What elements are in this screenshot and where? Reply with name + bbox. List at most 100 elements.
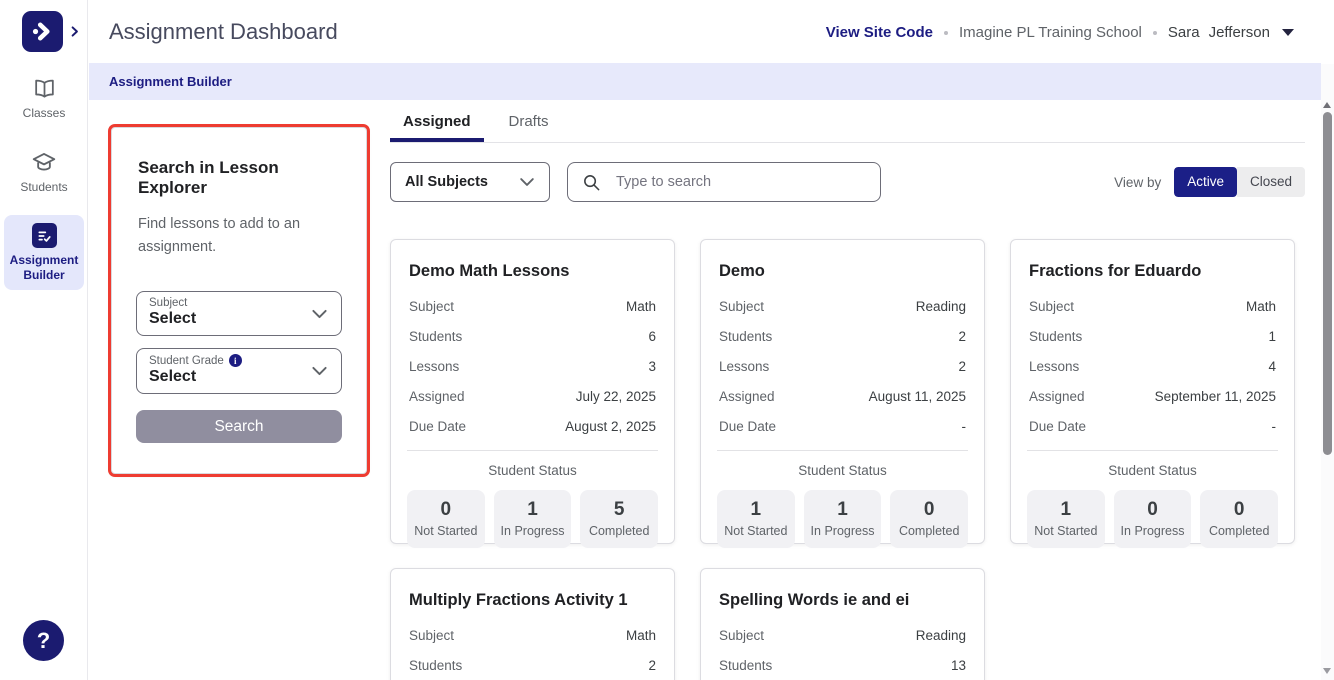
sidebar-item-classes[interactable]: Classes <box>4 68 84 128</box>
student-status-row: 1 Not Started 1 In Progress 0 Completed <box>717 490 969 548</box>
card-field-row: Students 1 <box>1027 321 1278 351</box>
info-icon[interactable]: i <box>228 354 242 368</box>
separator-dot <box>943 30 948 35</box>
card-title: Fractions for Eduardo <box>1029 262 1202 280</box>
assignment-card[interactable]: Demo Subject Reading Students 2 Lessons 2 Assig… <box>700 239 985 548</box>
sidebar-item-students[interactable]: Students <box>4 141 84 202</box>
scrollbar-down-arrow-icon[interactable] <box>1323 668 1331 674</box>
card-field-value: July 22, 2025 <box>575 388 656 404</box>
status-label: Completed <box>898 524 960 538</box>
card-field-label: Subject <box>409 298 455 314</box>
student-grade-select-value: Select <box>149 368 197 386</box>
card-field-value: 2 <box>958 358 966 374</box>
status-label: In Progress <box>810 524 875 538</box>
card-field-value: September 11, 2025 <box>1154 388 1276 404</box>
user-menu[interactable]: Sara Jefferson <box>1168 24 1294 41</box>
status-label: Completed <box>1208 524 1270 538</box>
status-count: 0 <box>923 499 935 520</box>
search-box <box>567 162 881 202</box>
card-field-label: Subject <box>719 627 765 643</box>
help-button[interactable]: ? <box>23 620 64 661</box>
sidebar: Classes Students Ass <box>0 0 88 680</box>
card-field-row: Students 2 <box>407 650 658 680</box>
tabs: Assigned Drafts <box>390 100 1305 143</box>
card-field-label: Due Date <box>719 418 777 434</box>
search-button[interactable]: Search <box>136 410 342 444</box>
card-field-label: Assigned <box>1029 388 1085 404</box>
card-field-value: Math <box>625 627 656 643</box>
card-field-row: Subject Math <box>407 291 658 321</box>
assignment-card[interactable]: Spelling Words ie and ei Subject Reading St… <box>700 568 985 680</box>
card-field-row: Lessons 3 <box>407 351 658 381</box>
card-field-value: Math <box>625 298 656 314</box>
subject-select-label: Subject <box>149 297 188 310</box>
search-icon <box>584 174 600 190</box>
card-field-label: Subject <box>719 298 765 314</box>
separator-dot <box>1152 30 1157 35</box>
sidebar-item-label: Assignment Builder <box>9 253 79 282</box>
toggle-active[interactable]: Active <box>1174 167 1237 197</box>
student-status-title: Student Status <box>1108 463 1197 478</box>
cards-grid: Demo Math Lessons Subject Math Students 6 Les… <box>390 239 1305 680</box>
school-name: Imagine PL Training School <box>958 24 1142 41</box>
status-count: 1 <box>1060 499 1072 520</box>
assignment-card[interactable]: Multiply Fractions Activity 1 Subject Math… <box>390 568 675 680</box>
card-field-row: Due Date August 2, 2025 <box>407 411 658 441</box>
status-count: 0 <box>440 499 452 520</box>
user-first-name: Sara <box>1167 24 1200 41</box>
scrollbar-up-arrow-icon[interactable] <box>1323 102 1331 108</box>
caret-down-icon <box>1282 29 1294 36</box>
scrollbar-thumb[interactable] <box>1323 112 1332 455</box>
all-subjects-filter[interactable]: All Subjects <box>390 162 550 202</box>
sidebar-item-assignment-builder[interactable]: Assignment Builder <box>4 215 84 290</box>
status-box: 1 In Progress <box>803 490 882 548</box>
page-title: Assignment Dashboard <box>109 19 338 44</box>
status-label: In Progress <box>1120 524 1185 538</box>
card-field-row: Assigned July 22, 2025 <box>407 381 658 411</box>
card-divider <box>717 450 968 451</box>
card-field-label: Lessons <box>719 358 770 374</box>
search-input[interactable] <box>614 173 868 191</box>
card-field-value: August 2, 2025 <box>565 418 656 434</box>
view-by-toggle: Active Closed <box>1174 167 1305 197</box>
breadcrumb: Assignment Builder <box>89 63 1321 100</box>
assignment-card[interactable]: Demo Math Lessons Subject Math Students 6 Les… <box>390 239 675 548</box>
toggle-closed[interactable]: Closed <box>1236 167 1305 197</box>
status-count: 1 <box>527 499 538 520</box>
book-icon <box>34 79 54 98</box>
card-field-row: Due Date - <box>717 411 968 441</box>
card-field-label: Due Date <box>1029 418 1087 434</box>
status-box: 0 Completed <box>890 490 969 548</box>
status-box: 0 In Progress <box>1113 490 1192 548</box>
lesson-explorer-title: Search in Lesson Explorer <box>138 158 279 197</box>
status-box: 0 Not Started <box>407 490 485 548</box>
subject-select[interactable]: Subject Select <box>136 291 342 337</box>
card-field-value: 2 <box>958 328 966 344</box>
card-title: Multiply Fractions Activity 1 <box>409 591 628 609</box>
card-field-row: Subject Math <box>407 620 658 650</box>
card-field-label: Assigned <box>409 388 465 404</box>
card-field-label: Students <box>409 657 463 673</box>
status-label: Not Started <box>724 524 788 538</box>
card-field-value: August 11, 2025 <box>868 388 966 404</box>
card-field-value: - <box>961 418 967 434</box>
tab-assigned[interactable]: Assigned <box>390 100 484 142</box>
imagine-learning-arrow-icon <box>32 22 50 41</box>
sidebar-expand-button[interactable] <box>68 25 81 38</box>
view-site-code-link[interactable]: View Site Code <box>825 24 933 41</box>
student-grade-select[interactable]: Student Grade i Select <box>136 348 342 395</box>
card-title: Demo <box>719 262 765 280</box>
app-logo[interactable] <box>22 11 63 52</box>
card-field-label: Subject <box>1029 298 1075 314</box>
sidebar-item-label: Classes <box>22 106 66 120</box>
vertical-scrollbar[interactable] <box>1321 64 1334 680</box>
card-field-value: 2 <box>648 657 656 673</box>
card-field-row: Subject Reading <box>717 291 968 321</box>
card-divider <box>1027 450 1278 451</box>
header: Assignment Dashboard View Site Code Imag… <box>89 0 1334 63</box>
card-field-row: Lessons 4 <box>1027 351 1278 381</box>
header-right: View Site Code Imagine PL Training Schoo… <box>826 24 1294 41</box>
filter-row: All Subjects View by Active Close <box>390 162 1305 202</box>
assignment-card[interactable]: Fractions for Eduardo Subject Math Students… <box>1010 239 1295 548</box>
tab-drafts[interactable]: Drafts <box>508 113 549 130</box>
